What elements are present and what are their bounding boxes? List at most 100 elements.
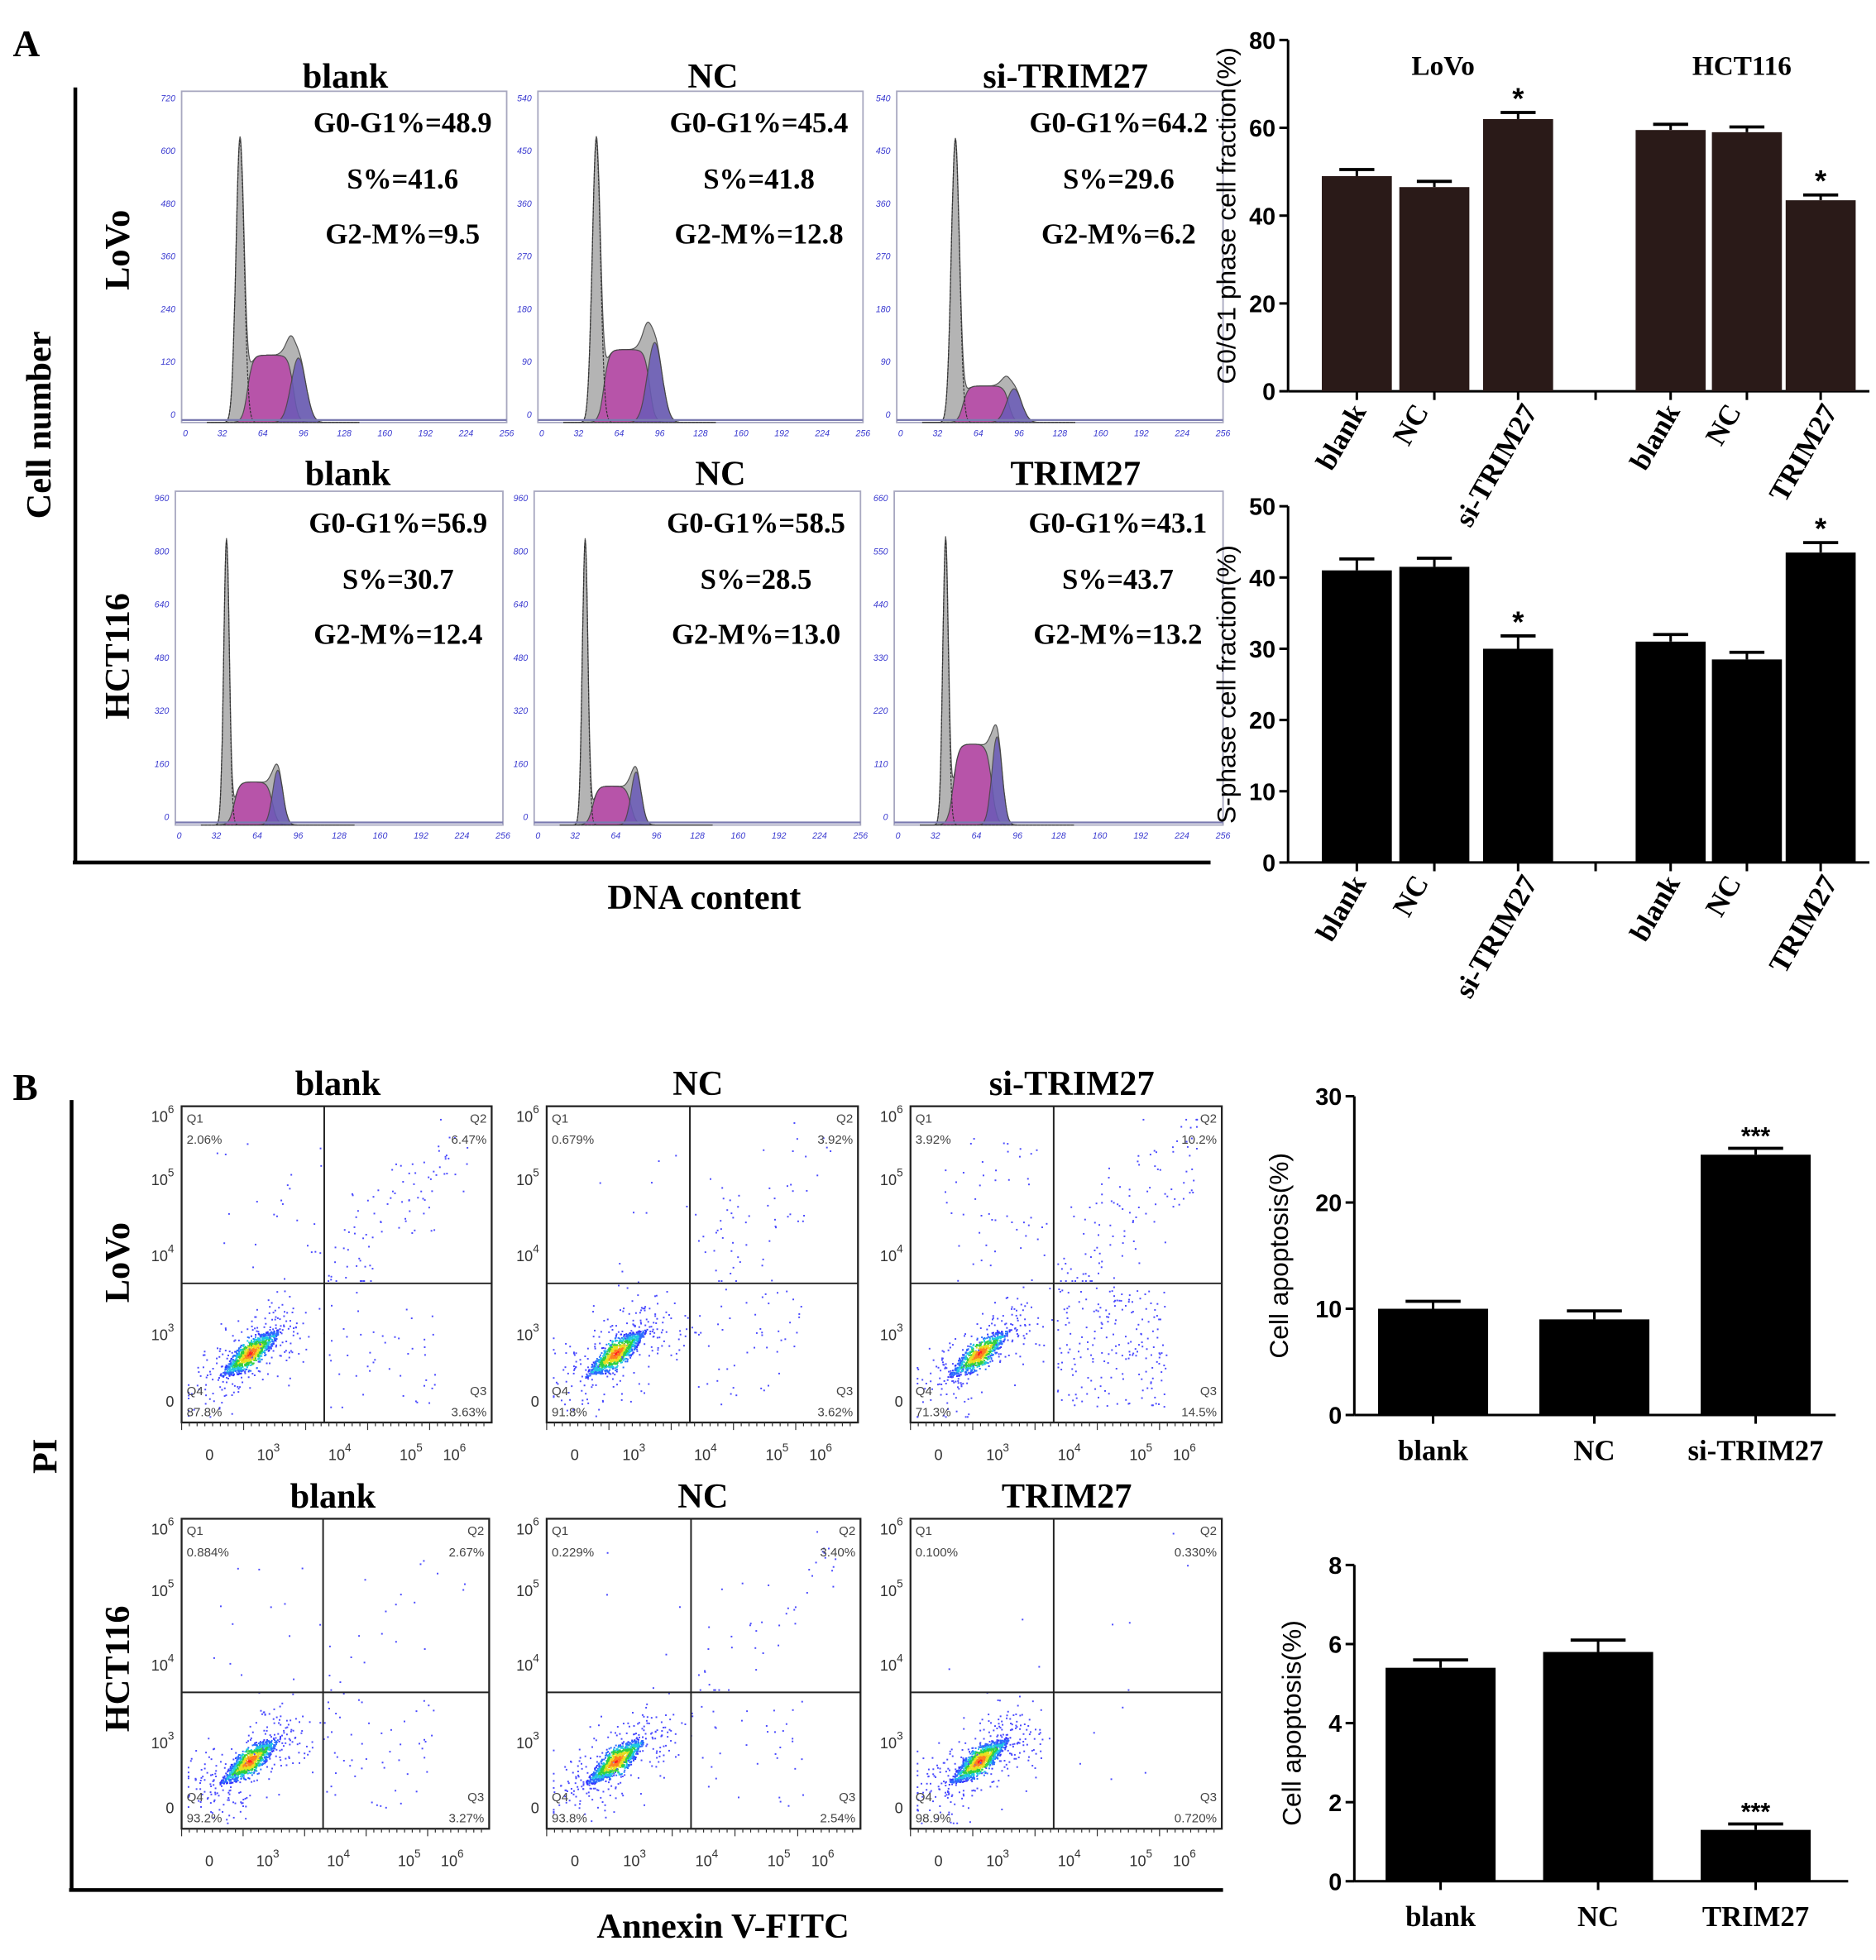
event-dot — [1023, 1337, 1026, 1340]
event-dot — [720, 1403, 723, 1406]
event-dot — [1151, 1404, 1153, 1407]
event-dot — [1170, 1188, 1173, 1191]
event-dot — [587, 1374, 590, 1377]
event-dot — [602, 1355, 604, 1357]
event-dot — [798, 1312, 801, 1315]
scatter-y-tick: 103 — [880, 1322, 903, 1344]
event-dot — [613, 1345, 615, 1347]
event-dot — [289, 1320, 291, 1322]
event-dot — [1002, 1336, 1004, 1338]
tick-base: 10 — [516, 1327, 533, 1344]
event-dot — [562, 1369, 565, 1371]
event-dot — [209, 1373, 212, 1375]
event-dot — [254, 1357, 256, 1360]
event-dot — [622, 1338, 625, 1341]
event-dot — [1026, 1302, 1028, 1304]
event-dot — [615, 1346, 617, 1348]
histogram-y-tick: 180 — [517, 304, 532, 314]
event-dot — [208, 1738, 210, 1740]
scatter-x-tick: 106 — [809, 1441, 832, 1464]
event-dot — [256, 1349, 259, 1351]
event-dot — [615, 1355, 617, 1357]
event-dot — [633, 1212, 635, 1214]
event-dot — [223, 1766, 226, 1769]
event-dot — [949, 1374, 951, 1376]
event-dot — [1022, 1363, 1024, 1365]
event-dot — [210, 1758, 213, 1761]
event-dot — [632, 1352, 634, 1355]
event-dot — [964, 1333, 967, 1336]
event-dot — [695, 1213, 697, 1216]
event-dot — [969, 1343, 972, 1346]
event-dot — [613, 1346, 615, 1348]
event-dot — [1089, 1280, 1092, 1283]
event-dot — [999, 1342, 1002, 1345]
event-dot — [1128, 1188, 1131, 1191]
event-dot — [553, 1396, 555, 1398]
event-dot — [639, 1341, 641, 1344]
event-dot — [565, 1342, 567, 1345]
event-dot — [256, 1760, 259, 1762]
event-dot — [636, 1332, 639, 1335]
event-dot — [261, 1339, 264, 1341]
event-dot — [262, 1340, 265, 1342]
event-dot — [1007, 1297, 1009, 1298]
event-dot — [626, 1342, 629, 1345]
event-dot — [404, 1220, 407, 1222]
event-dot — [605, 1369, 607, 1371]
event-dot — [352, 1194, 354, 1197]
event-dot — [591, 1371, 593, 1374]
event-dot — [289, 1295, 291, 1298]
tick-exponent: 6 — [168, 1103, 175, 1116]
event-dot — [991, 1343, 993, 1346]
event-dot — [273, 1739, 275, 1742]
event-dot — [639, 1322, 642, 1324]
event-dot — [995, 1344, 998, 1346]
tick-exponent: 6 — [533, 1103, 539, 1116]
event-dot — [789, 1213, 792, 1216]
event-dot — [625, 1337, 627, 1340]
event-dot — [589, 1374, 591, 1377]
event-dot — [793, 1122, 796, 1124]
event-dot — [1183, 1182, 1185, 1184]
event-dot — [259, 1334, 261, 1336]
event-dot — [614, 1347, 616, 1350]
event-dot — [632, 1335, 634, 1337]
event-dot — [983, 1345, 986, 1347]
event-dot — [1138, 1262, 1141, 1264]
scatter-x-tick: 105 — [400, 1441, 423, 1464]
event-dot — [407, 1353, 409, 1355]
event-dot — [1165, 1367, 1167, 1370]
event-dot — [251, 1329, 254, 1331]
event-dot — [948, 1370, 950, 1373]
event-dot — [596, 1365, 599, 1367]
event-dot — [1128, 1195, 1131, 1198]
event-dot — [256, 1337, 259, 1340]
event-dot — [639, 1340, 642, 1342]
event-dot — [1081, 1336, 1084, 1338]
histogram-y-tick: 0 — [527, 410, 532, 420]
event-dot — [979, 1343, 982, 1346]
event-dot — [654, 1313, 657, 1316]
event-dot — [976, 1337, 979, 1340]
event-dot — [591, 1370, 594, 1373]
event-dot — [925, 1382, 927, 1384]
event-dot — [247, 1351, 250, 1354]
event-dot — [610, 1352, 613, 1355]
event-dot — [280, 1759, 282, 1762]
event-dot — [611, 1352, 614, 1355]
event-dot — [237, 1367, 239, 1370]
quadrant-name: Q1 — [916, 1111, 932, 1126]
event-dot — [983, 1341, 986, 1343]
event-dot — [422, 1198, 424, 1200]
event-dot — [745, 1302, 748, 1304]
event-dot — [622, 1344, 625, 1346]
event-dot — [242, 1805, 244, 1807]
event-dot — [233, 1766, 236, 1768]
event-dot — [245, 1356, 247, 1359]
event-dot — [232, 1816, 235, 1819]
event-dot — [694, 1331, 696, 1334]
tick-base: 10 — [516, 1109, 533, 1126]
event-dot — [448, 1136, 451, 1139]
event-dot — [596, 1370, 599, 1372]
